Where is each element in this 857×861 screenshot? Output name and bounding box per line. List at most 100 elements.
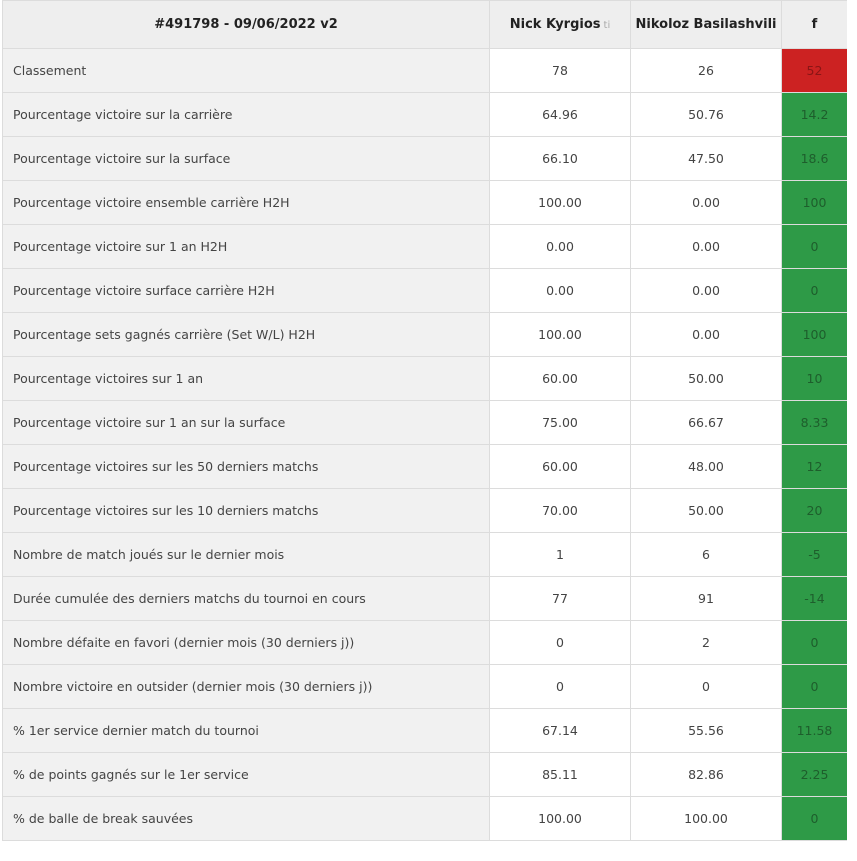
table-row: Nombre victoire en outsider (dernier moi… bbox=[2, 664, 848, 709]
player1-value: 67.14 bbox=[489, 708, 631, 753]
header-row: #491798 - 09/06/2022 v2 Nick Kyrgios ti N… bbox=[2, 0, 848, 49]
player1-value: 85.11 bbox=[489, 752, 631, 797]
diff-column-title: f bbox=[811, 17, 818, 32]
player1-value: 64.96 bbox=[489, 92, 631, 137]
player1-value: 100.00 bbox=[489, 796, 631, 841]
table-row: Nombre défaite en favori (dernier mois (… bbox=[2, 620, 848, 665]
difference-value: -5 bbox=[781, 532, 848, 577]
difference-value: 0 bbox=[781, 224, 848, 269]
player2-value: 0.00 bbox=[630, 268, 782, 313]
table-row: Pourcentage victoires sur 1 an 60.00 50.00… bbox=[2, 356, 848, 401]
player2-value: 47.50 bbox=[630, 136, 782, 181]
stat-label: Pourcentage sets gagnés carrière (Set W/… bbox=[2, 312, 490, 357]
player2-header[interactable]: Nikoloz Basilashvili bbox=[630, 0, 782, 49]
stat-label: Pourcentage victoire sur 1 an H2H bbox=[2, 224, 490, 269]
player1-value: 0 bbox=[489, 664, 631, 709]
player1-value: 66.10 bbox=[489, 136, 631, 181]
stat-label: Pourcentage victoire sur 1 an sur la sur… bbox=[2, 400, 490, 445]
diff-header[interactable]: f bbox=[781, 0, 848, 49]
table-row: % de balle de break sauvées 100.00 100.00 0 bbox=[2, 796, 848, 841]
difference-value: 100 bbox=[781, 180, 848, 225]
player2-value: 6 bbox=[630, 532, 782, 577]
difference-value: 0 bbox=[781, 796, 848, 841]
player1-value: 100.00 bbox=[489, 180, 631, 225]
difference-value: 14.2 bbox=[781, 92, 848, 137]
difference-value: 0 bbox=[781, 664, 848, 709]
player1-value: 78 bbox=[489, 48, 631, 93]
player2-value: 50.76 bbox=[630, 92, 782, 137]
match-title-header: #491798 - 09/06/2022 v2 bbox=[2, 0, 490, 49]
stat-label: Durée cumulée des derniers matchs du tou… bbox=[2, 576, 490, 621]
player2-value: 100.00 bbox=[630, 796, 782, 841]
player2-value: 0 bbox=[630, 664, 782, 709]
player2-value: 0.00 bbox=[630, 180, 782, 225]
difference-value: 18.6 bbox=[781, 136, 848, 181]
table-row: Durée cumulée des derniers matchs du tou… bbox=[2, 576, 848, 621]
player1-value: 75.00 bbox=[489, 400, 631, 445]
table-row: Pourcentage victoire sur la carrière 64.9… bbox=[2, 92, 848, 137]
difference-value: 11.58 bbox=[781, 708, 848, 753]
difference-value: 100 bbox=[781, 312, 848, 357]
difference-value: 10 bbox=[781, 356, 848, 401]
match-title: #491798 - 09/06/2022 v2 bbox=[154, 17, 338, 32]
player1-header[interactable]: Nick Kyrgios ti bbox=[489, 0, 631, 49]
player2-value: 66.67 bbox=[630, 400, 782, 445]
player2-value: 0.00 bbox=[630, 224, 782, 269]
table-row: Nombre de match joués sur le dernier moi… bbox=[2, 532, 848, 577]
player1-value: 60.00 bbox=[489, 356, 631, 401]
player1-value: 0.00 bbox=[489, 224, 631, 269]
player1-value: 0.00 bbox=[489, 268, 631, 313]
player2-value: 91 bbox=[630, 576, 782, 621]
player1-value: 77 bbox=[489, 576, 631, 621]
player1-value: 1 bbox=[489, 532, 631, 577]
player1-name: Nick Kyrgios bbox=[509, 17, 601, 32]
table-row: Pourcentage victoire sur la surface 66.10… bbox=[2, 136, 848, 181]
player2-value: 50.00 bbox=[630, 488, 782, 533]
player2-name: Nikoloz Basilashvili bbox=[635, 17, 777, 32]
table-row: Pourcentage victoire ensemble carrière H… bbox=[2, 180, 848, 225]
table-row: Pourcentage victoire sur 1 an sur la sur… bbox=[2, 400, 848, 445]
stat-label: % de balle de break sauvées bbox=[2, 796, 490, 841]
difference-value: 12 bbox=[781, 444, 848, 489]
stat-label: Nombre défaite en favori (dernier mois (… bbox=[2, 620, 490, 665]
player2-value: 0.00 bbox=[630, 312, 782, 357]
difference-value: -14 bbox=[781, 576, 848, 621]
difference-value: 52 bbox=[781, 48, 848, 93]
player1-value: 60.00 bbox=[489, 444, 631, 489]
table-row: Pourcentage victoire sur 1 an H2H 0.00 0.0… bbox=[2, 224, 848, 269]
stat-label: % 1er service dernier match du tournoi bbox=[2, 708, 490, 753]
stat-label: Pourcentage victoire surface carrière H2… bbox=[2, 268, 490, 313]
player2-value: 55.56 bbox=[630, 708, 782, 753]
difference-value: 8.33 bbox=[781, 400, 848, 445]
stat-label: Nombre victoire en outsider (dernier moi… bbox=[2, 664, 490, 709]
player1-value: 0 bbox=[489, 620, 631, 665]
player2-value: 50.00 bbox=[630, 356, 782, 401]
player1-value: 100.00 bbox=[489, 312, 631, 357]
table-row: % 1er service dernier match du tournoi 67… bbox=[2, 708, 848, 753]
difference-value: 20 bbox=[781, 488, 848, 533]
table-row: % de points gagnés sur le 1er service 85.… bbox=[2, 752, 848, 797]
player2-value: 82.86 bbox=[630, 752, 782, 797]
stat-label: Classement bbox=[2, 48, 490, 93]
table-row: Pourcentage sets gagnés carrière (Set W/… bbox=[2, 312, 848, 357]
player2-value: 2 bbox=[630, 620, 782, 665]
stat-label: Pourcentage victoires sur 1 an bbox=[2, 356, 490, 401]
table-row: Pourcentage victoires sur les 10 dernier… bbox=[2, 488, 848, 533]
table-row: Pourcentage victoires sur les 50 dernier… bbox=[2, 444, 848, 489]
table-row: Pourcentage victoire surface carrière H2… bbox=[2, 268, 848, 313]
page-margin bbox=[847, 0, 857, 861]
comparison-table: #491798 - 09/06/2022 v2 Nick Kyrgios ti N… bbox=[2, 0, 848, 841]
player2-value: 26 bbox=[630, 48, 782, 93]
player1-value: 70.00 bbox=[489, 488, 631, 533]
stat-label: Pourcentage victoires sur les 50 dernier… bbox=[2, 444, 490, 489]
table-row: Classement 78 26 52 bbox=[2, 48, 848, 93]
stat-label: Pourcentage victoires sur les 10 dernier… bbox=[2, 488, 490, 533]
stat-label: Pourcentage victoire sur la carrière bbox=[2, 92, 490, 137]
player1-tag: ti bbox=[603, 20, 611, 31]
player2-value: 48.00 bbox=[630, 444, 782, 489]
difference-value: 0 bbox=[781, 620, 848, 665]
stat-label: % de points gagnés sur le 1er service bbox=[2, 752, 490, 797]
difference-value: 0 bbox=[781, 268, 848, 313]
stat-label: Nombre de match joués sur le dernier moi… bbox=[2, 532, 490, 577]
stat-label: Pourcentage victoire ensemble carrière H… bbox=[2, 180, 490, 225]
